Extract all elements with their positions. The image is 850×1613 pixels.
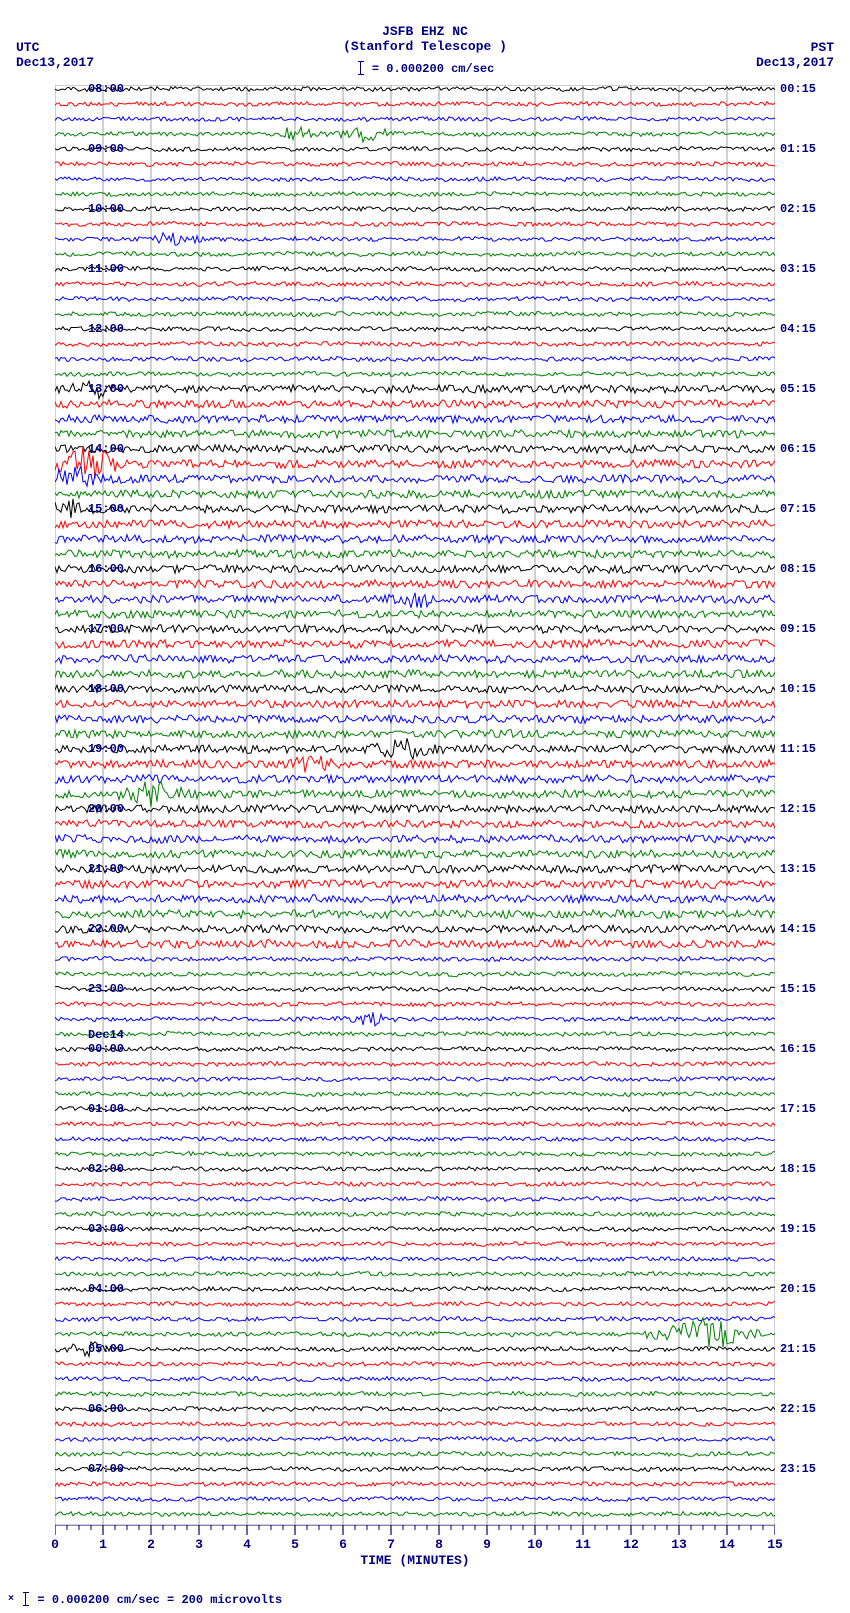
x-tick-label: 9	[483, 1537, 491, 1552]
x-tick-label: 7	[387, 1537, 395, 1552]
timezone-right: PST	[811, 40, 834, 55]
utc-hour-label: 23:00	[88, 982, 124, 996]
utc-hour-label: 19:00	[88, 742, 124, 756]
x-tick-label: 0	[51, 1537, 59, 1552]
utc-hour-label: 17:00	[88, 622, 124, 636]
footer-scale: × = 0.000200 cm/sec = 200 microvolts	[8, 1589, 282, 1607]
x-tick-label: 4	[243, 1537, 251, 1552]
utc-hour-label: 14:00	[88, 442, 124, 456]
utc-hour-label: 13:00	[88, 382, 124, 396]
x-tick-label: 12	[623, 1537, 639, 1552]
utc-hour-label: 00:00	[88, 1042, 124, 1056]
pst-hour-label: 17:15	[780, 1102, 816, 1116]
utc-hour-label: 18:00	[88, 682, 124, 696]
date-left: Dec13,2017	[16, 55, 94, 70]
x-tick-label: 13	[671, 1537, 687, 1552]
pst-hour-label: 00:15	[780, 82, 816, 96]
utc-hour-label: 04:00	[88, 1282, 124, 1296]
utc-hour-label: 16:00	[88, 562, 124, 576]
pst-hour-label: 15:15	[780, 982, 816, 996]
utc-hour-label: 05:00	[88, 1342, 124, 1356]
utc-hour-label: 15:00	[88, 502, 124, 516]
x-tick-label: 1	[99, 1537, 107, 1552]
x-tick-label: 14	[719, 1537, 735, 1552]
pst-hour-label: 21:15	[780, 1342, 816, 1356]
utc-hour-label: 02:00	[88, 1162, 124, 1176]
pst-hour-label: 13:15	[780, 862, 816, 876]
x-tick-label: 6	[339, 1537, 347, 1552]
pst-hour-label: 05:15	[780, 382, 816, 396]
pst-hour-label: 22:15	[780, 1402, 816, 1416]
utc-hour-label: 22:00	[88, 922, 124, 936]
pst-hour-label: 08:15	[780, 562, 816, 576]
pst-hour-label: 06:15	[780, 442, 816, 456]
utc-hour-label: 03:00	[88, 1222, 124, 1236]
seismogram-plot	[55, 85, 775, 1525]
utc-hour-label: 20:00	[88, 802, 124, 816]
pst-hour-label: 11:15	[780, 742, 816, 756]
x-tick-label: 5	[291, 1537, 299, 1552]
timezone-left: UTC	[16, 40, 39, 55]
x-tick-label: 2	[147, 1537, 155, 1552]
x-axis-ticks	[55, 1525, 775, 1543]
utc-hour-label: 12:00	[88, 322, 124, 336]
x-tick-label: 8	[435, 1537, 443, 1552]
x-tick-label: 10	[527, 1537, 543, 1552]
x-tick-label: 11	[575, 1537, 591, 1552]
footer-scale-text: = 0.000200 cm/sec = 200 microvolts	[37, 1593, 282, 1607]
header-scale-text: = 0.000200 cm/sec	[372, 62, 494, 76]
x-tick-label: 3	[195, 1537, 203, 1552]
date-change-label: Dec14	[88, 1028, 124, 1042]
pst-hour-label: 16:15	[780, 1042, 816, 1056]
pst-hour-label: 20:15	[780, 1282, 816, 1296]
station-title: JSFB EHZ NC	[0, 24, 850, 39]
pst-hour-label: 19:15	[780, 1222, 816, 1236]
utc-hour-label: 09:00	[88, 142, 124, 156]
utc-hour-label: 21:00	[88, 862, 124, 876]
pst-hour-label: 18:15	[780, 1162, 816, 1176]
pst-hour-label: 07:15	[780, 502, 816, 516]
utc-hour-label: 11:00	[88, 262, 124, 276]
x-axis: TIME (MINUTES) 0123456789101112131415	[55, 1525, 775, 1575]
footer-scale-bar-icon	[25, 1592, 26, 1606]
pst-hour-label: 04:15	[780, 322, 816, 336]
header-scale: = 0.000200 cm/sec	[0, 58, 850, 76]
pst-hour-label: 12:15	[780, 802, 816, 816]
footer-marker-icon: ×	[8, 1594, 14, 1605]
x-tick-label: 15	[767, 1537, 783, 1552]
scale-bar-icon	[360, 61, 361, 75]
date-right: Dec13,2017	[756, 55, 834, 70]
pst-hour-label: 23:15	[780, 1462, 816, 1476]
utc-hour-label: 10:00	[88, 202, 124, 216]
utc-hour-label: 07:00	[88, 1462, 124, 1476]
pst-hour-label: 03:15	[780, 262, 816, 276]
utc-hour-label: 06:00	[88, 1402, 124, 1416]
pst-hour-label: 09:15	[780, 622, 816, 636]
seismogram-svg	[55, 85, 775, 1525]
x-axis-title: TIME (MINUTES)	[55, 1553, 775, 1568]
utc-hour-label: 01:00	[88, 1102, 124, 1116]
pst-hour-label: 10:15	[780, 682, 816, 696]
utc-hour-label: 08:00	[88, 82, 124, 96]
pst-hour-label: 01:15	[780, 142, 816, 156]
station-subtitle: (Stanford Telescope )	[0, 39, 850, 54]
pst-hour-label: 14:15	[780, 922, 816, 936]
pst-hour-label: 02:15	[780, 202, 816, 216]
